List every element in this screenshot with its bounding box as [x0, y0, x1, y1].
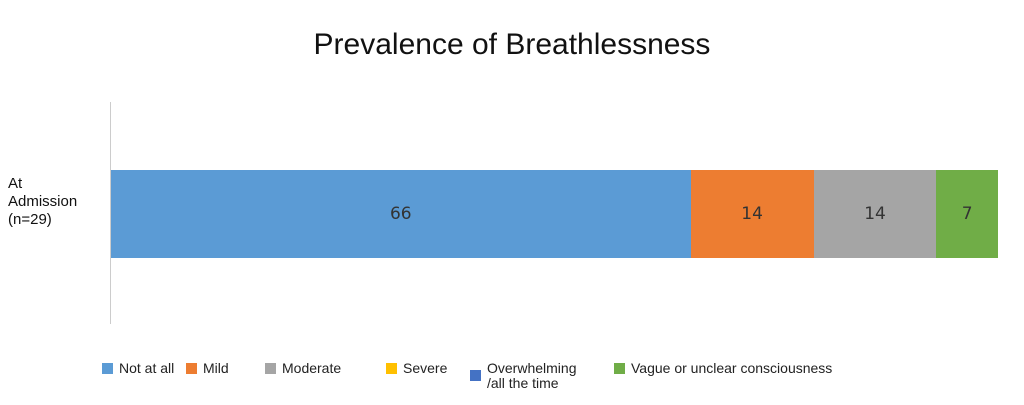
bar-segment-vague-or-unclear-consciousness: 7: [936, 170, 998, 258]
legend-label: Mild: [203, 360, 229, 376]
bar-segment-mild: 14: [690, 170, 814, 258]
legend-label: Overwhelming /all the time: [487, 360, 577, 391]
legend-swatch: [265, 363, 276, 374]
legend-swatch: [614, 363, 625, 374]
bar-segment-not-at-all: 66: [111, 170, 691, 258]
legend-label: Severe: [403, 360, 448, 376]
chart-title: Prevalence of Breathlessness: [313, 28, 711, 61]
legend-label: Moderate: [282, 360, 342, 376]
legend-swatch: [186, 363, 197, 374]
legend-swatch: [386, 363, 397, 374]
legend-label: Not at all: [119, 360, 175, 376]
legend-item: Not at all: [102, 358, 174, 376]
legend-swatch: [470, 370, 481, 381]
legend-item: Moderate: [265, 358, 341, 376]
data-label: 14: [864, 204, 886, 224]
legend-item: Mild: [186, 358, 229, 376]
stacked-bar-at-admission: 66 14 14 7: [111, 170, 998, 258]
legend-label: Vague or unclear consciousness: [631, 360, 833, 376]
legend-item: Overwhelming /all the time: [470, 358, 576, 391]
chart-legend: Not at all Mild Moderate Severe Overwhelming…: [0, 358, 1024, 398]
bar-segment-moderate: 14: [813, 170, 937, 258]
legend-swatch: [102, 363, 113, 374]
data-label: 7: [961, 204, 973, 224]
category-axis-line: [110, 102, 111, 324]
legend-item: Severe: [386, 358, 447, 376]
data-label: 66: [389, 204, 412, 224]
data-label: 14: [741, 204, 763, 224]
category-label-at-admission: At Admission (n=29): [8, 175, 78, 228]
legend-item: Vague or unclear consciousness: [614, 358, 832, 376]
